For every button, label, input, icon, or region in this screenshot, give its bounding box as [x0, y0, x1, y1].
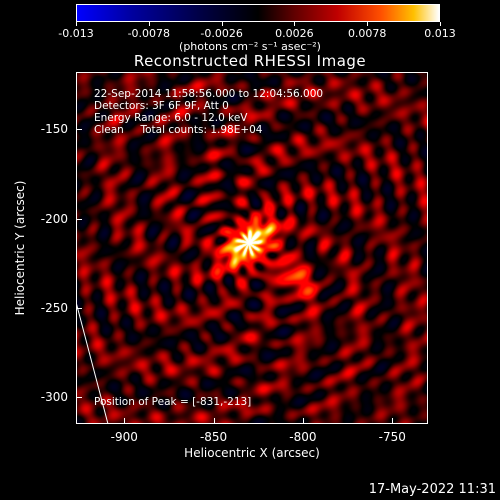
- image-plot: [76, 72, 428, 424]
- peak-position-label: Position of Peak = [-831,-213]: [94, 396, 252, 408]
- x-tick-label: -750: [378, 430, 406, 444]
- colorbar-tick-label: 0.0026: [275, 27, 314, 40]
- colorbar-tick-mark: [294, 22, 296, 26]
- colorbar-tick-label: -0.013: [58, 27, 94, 40]
- x-tick-label: -800: [289, 430, 317, 444]
- colorbar-tick-label: 0.013: [424, 27, 456, 40]
- colorbar-tick-label: -0.0026: [200, 27, 243, 40]
- colorbar-tick-mark: [367, 22, 369, 26]
- colorbar-tick-mark: [148, 22, 150, 26]
- x-tick-mark: [392, 418, 394, 424]
- x-tick-mark: [213, 418, 215, 424]
- y-tick-mark: [76, 218, 82, 220]
- colorbar-tick-mark: [440, 22, 441, 26]
- rhessi-image: [77, 73, 427, 423]
- colorbar: [76, 4, 440, 22]
- x-tick-label: -900: [110, 430, 138, 444]
- x-tick-label: -850: [199, 430, 228, 444]
- timestamp: 17-May-2022 11:31: [368, 482, 496, 497]
- plot-title: Reconstructed RHESSI Image: [133, 52, 367, 70]
- colorbar-tick-mark: [76, 22, 77, 26]
- colorbar-unit-label: (photons cm⁻² s⁻¹ asec⁻²): [179, 40, 321, 53]
- solar-limb-line: [76, 301, 109, 424]
- info-detectors: Detectors: 3F 6F 9F, Att 0: [94, 100, 229, 112]
- x-tick-mark: [302, 418, 304, 424]
- y-tick-label: -250: [40, 300, 68, 315]
- y-tick-label: -150: [40, 122, 68, 137]
- x-tick-mark: [124, 418, 126, 424]
- y-tick-label: -200: [40, 211, 68, 226]
- colorbar-tick-mark: [221, 22, 223, 26]
- y-tick-mark: [76, 307, 82, 309]
- y-tick-label: -300: [40, 390, 68, 405]
- info-clean: Clean Total counts: 1.98E+04: [94, 124, 263, 136]
- colorbar-tick-label: 0.0078: [347, 27, 387, 40]
- x-axis-label: Heliocentric X (arcsec): [184, 446, 320, 460]
- info-energy: Energy Range: 6.0 - 12.0 keV: [94, 112, 248, 124]
- info-time: 22-Sep-2014 11:58:56.000 to 12:04:56.000: [94, 88, 324, 100]
- colorbar-tick-label: -0.0078: [127, 27, 171, 40]
- y-axis-label: Heliocentric Y (arcsec): [13, 180, 27, 316]
- y-tick-mark: [76, 129, 82, 131]
- y-tick-mark: [76, 397, 82, 399]
